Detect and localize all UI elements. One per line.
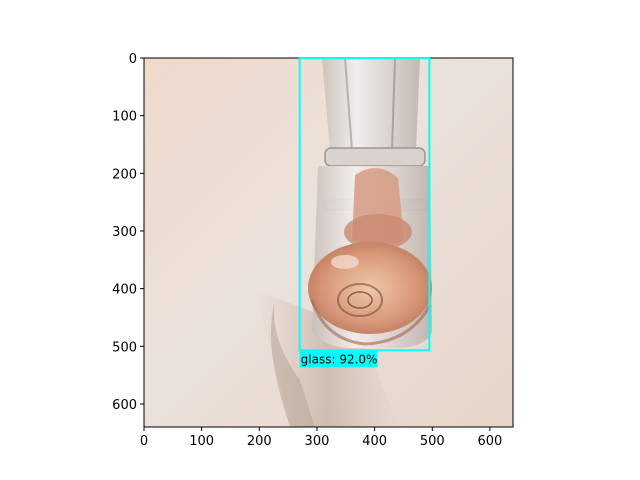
x-tick-label: 200 <box>247 434 272 449</box>
x-tick-label: 500 <box>420 434 445 449</box>
detection-label: glass: 92.0% <box>301 352 378 366</box>
y-tick-label: 100 <box>112 110 137 125</box>
y-tick-label: 300 <box>112 225 137 240</box>
photo <box>144 58 513 427</box>
x-tick-label: 100 <box>189 434 214 449</box>
x-tick-label: 0 <box>140 434 148 449</box>
y-tick-label: 500 <box>112 340 137 355</box>
x-tick-label: 600 <box>478 434 503 449</box>
y-tick-label: 0 <box>129 52 137 67</box>
x-tick-label: 400 <box>362 434 387 449</box>
x-tick-label: 300 <box>305 434 330 449</box>
y-tick-label: 400 <box>112 283 137 298</box>
x-axis: 0 100 200 300 400 500 600 <box>140 427 502 449</box>
y-tick-label: 600 <box>112 398 137 413</box>
y-tick-label: 200 <box>112 167 137 182</box>
y-axis: 0 100 200 300 400 500 600 <box>112 52 144 413</box>
detection-label-background <box>299 350 378 368</box>
